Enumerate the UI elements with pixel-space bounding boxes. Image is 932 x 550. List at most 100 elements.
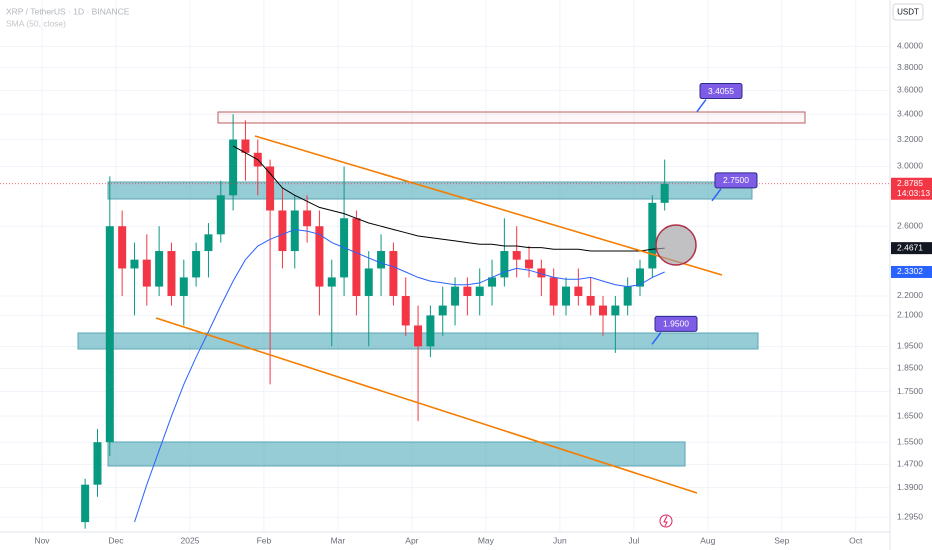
alert-icon-bolt — [663, 515, 668, 527]
y-tick-label: 1.3900 — [897, 482, 923, 492]
alert-icon[interactable] — [659, 514, 673, 528]
candle-body — [105, 226, 114, 443]
y-tick-label: 1.4700 — [897, 459, 923, 469]
y-tick-label: 2.1000 — [897, 310, 923, 320]
price-tag — [891, 177, 932, 200]
candle-body — [192, 251, 201, 278]
candle-body — [278, 210, 287, 252]
candle-body — [327, 277, 336, 287]
candle-body — [636, 268, 645, 287]
candle-body — [179, 277, 188, 296]
x-tick-label: May — [478, 535, 495, 545]
y-tick-label: 1.9500 — [897, 341, 923, 351]
y-tick-label: 1.5500 — [897, 436, 923, 446]
candle-body — [488, 277, 497, 287]
callout-box — [654, 315, 698, 332]
candle-body — [549, 277, 558, 306]
candle-body — [660, 183, 669, 203]
candle-body — [648, 202, 657, 269]
y-tick-label: 3.4000 — [897, 108, 923, 118]
callout-pointer — [651, 331, 662, 345]
candle-body — [525, 259, 534, 269]
candle-body — [155, 251, 164, 287]
y-tick-label: 3.2000 — [897, 134, 923, 144]
price-tag — [891, 265, 932, 278]
highlight-circle — [655, 224, 697, 266]
price-tag-label: 2.3302 — [897, 266, 923, 276]
candles — [0, 114, 890, 529]
candle-body — [364, 268, 373, 296]
price-tag — [891, 242, 932, 255]
price-tag-label: 2.4671 — [897, 242, 923, 252]
callout-label: 2.7500 — [723, 175, 749, 185]
x-tick-label: 2025 — [180, 535, 199, 545]
y-tick-label: 1.6500 — [897, 410, 923, 420]
x-tick-label: Apr — [405, 535, 418, 545]
callout-box — [714, 172, 758, 189]
callout-pointer — [711, 188, 722, 202]
callout-box — [699, 83, 743, 100]
candle-body — [389, 251, 398, 296]
x-tick-label: Sep — [774, 535, 789, 545]
callout-label: 3.4055 — [708, 86, 734, 96]
candle-body — [241, 139, 250, 153]
candle-body — [463, 286, 472, 296]
x-tick-label: Nov — [34, 535, 50, 545]
candle-body — [500, 251, 509, 278]
grid — [0, 0, 890, 532]
candle-body — [611, 305, 620, 316]
zone — [107, 181, 753, 200]
candle-body — [438, 305, 447, 316]
moving-average — [134, 228, 665, 523]
x-tick-label: Dec — [108, 535, 124, 545]
callout-pointer — [696, 99, 707, 113]
candle-body — [377, 251, 386, 269]
candle-body — [216, 195, 225, 235]
candle-body — [586, 295, 595, 306]
candle-body — [315, 226, 324, 287]
currency-label: USDT — [897, 8, 919, 17]
candle-body — [352, 218, 361, 296]
candle-body — [229, 139, 238, 196]
candle-body — [118, 226, 127, 269]
x-tick-label: Feb — [257, 535, 272, 545]
candle-body — [401, 295, 410, 326]
candle-body — [574, 286, 583, 296]
candle-body — [599, 305, 608, 316]
y-tick-label: 2.6000 — [897, 220, 923, 230]
x-tick-label: Mar — [331, 535, 346, 545]
trend-line — [155, 317, 698, 494]
candle-body — [623, 286, 632, 306]
candle-body — [130, 259, 139, 269]
currency-button[interactable] — [892, 3, 924, 21]
candle-body — [204, 234, 213, 252]
trend-line — [254, 135, 723, 276]
candle-body — [290, 210, 299, 252]
y-tick-label: 1.7500 — [897, 386, 923, 396]
x-tick-label: Jun — [553, 535, 567, 545]
moving-average — [232, 145, 665, 252]
candle-body — [426, 315, 435, 347]
candle-body — [167, 251, 176, 296]
y-tick-label: 1.8500 — [897, 363, 923, 373]
annotations: 3.4055 2.7500 1.9500 — [651, 83, 758, 345]
x-tick-label: Oct — [849, 535, 863, 545]
candle-body — [266, 166, 275, 211]
y-tick-label: 3.6000 — [897, 85, 923, 95]
x-tick-label: Aug — [700, 535, 715, 545]
candle-body — [81, 484, 90, 523]
y-tick-label: 1.2950 — [897, 511, 923, 521]
y-tick-label: 4.0000 — [897, 41, 923, 51]
callout-label: 1.9500 — [663, 319, 689, 329]
zone — [107, 441, 686, 467]
candle-body — [93, 442, 102, 485]
candle-body — [303, 210, 312, 227]
resistance-box — [217, 111, 806, 124]
candle-body — [562, 286, 571, 306]
y-tick-label: 3.0000 — [897, 161, 923, 171]
candle-body — [475, 286, 484, 296]
candle-body — [451, 286, 460, 306]
y-tick-label: 2.2000 — [897, 290, 923, 300]
